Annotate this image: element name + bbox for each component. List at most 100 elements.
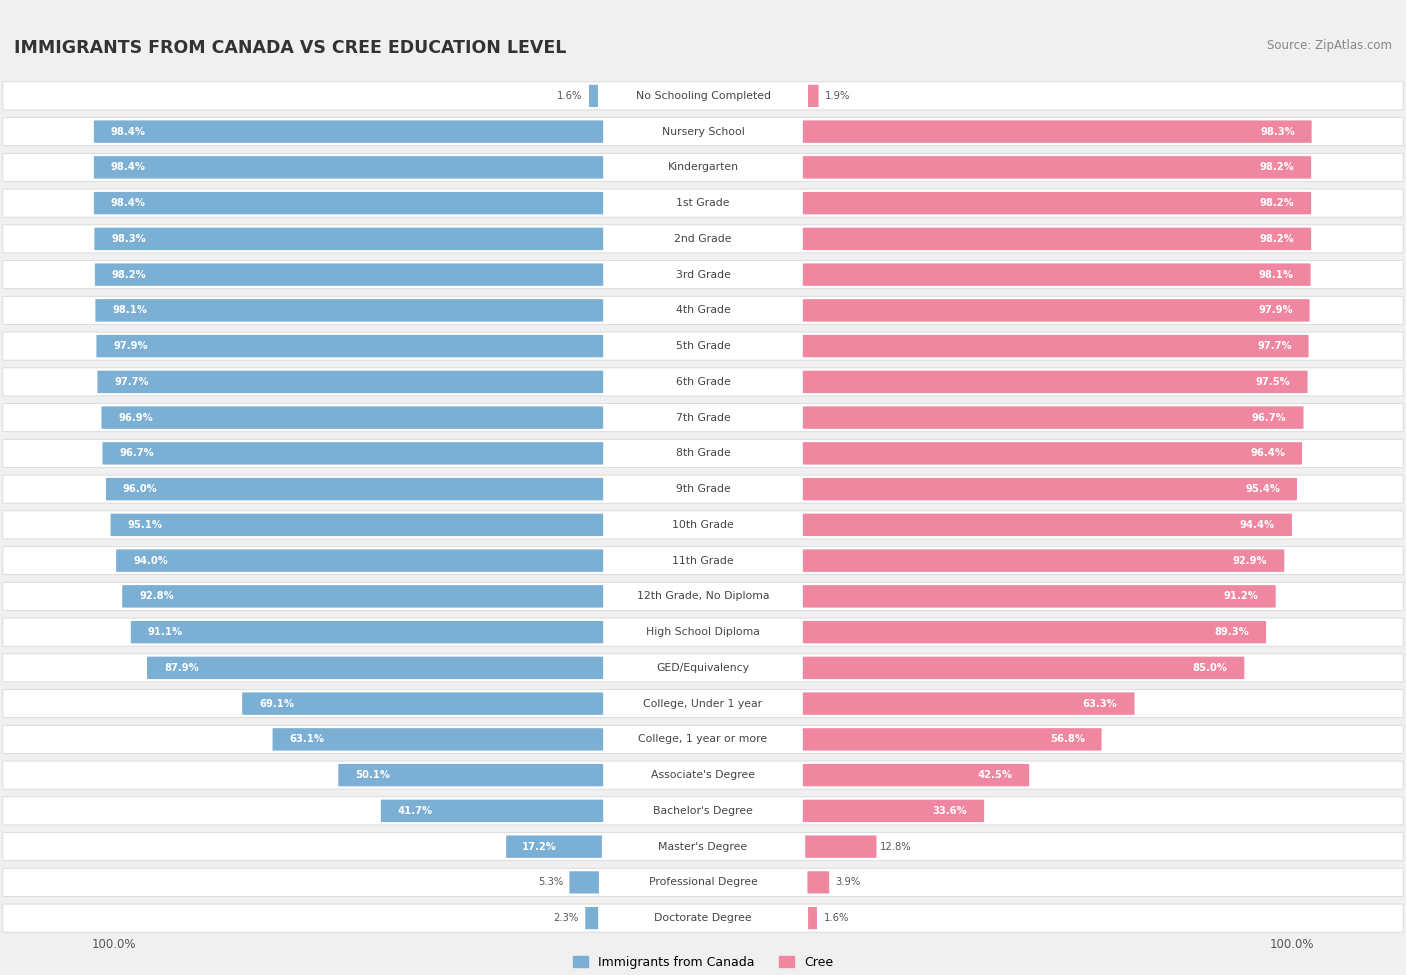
- FancyBboxPatch shape: [803, 728, 1101, 751]
- Text: 96.0%: 96.0%: [122, 485, 157, 494]
- Text: 98.4%: 98.4%: [111, 198, 146, 208]
- Text: 96.7%: 96.7%: [1251, 412, 1286, 422]
- FancyBboxPatch shape: [94, 120, 603, 143]
- FancyBboxPatch shape: [3, 618, 1403, 646]
- FancyBboxPatch shape: [506, 836, 602, 858]
- Text: 98.3%: 98.3%: [111, 234, 146, 244]
- Text: 1.9%: 1.9%: [825, 91, 851, 100]
- FancyBboxPatch shape: [803, 692, 1135, 715]
- Text: High School Diploma: High School Diploma: [647, 627, 759, 637]
- Text: 1st Grade: 1st Grade: [676, 198, 730, 208]
- FancyBboxPatch shape: [803, 334, 1309, 358]
- Text: 6th Grade: 6th Grade: [676, 377, 730, 387]
- FancyBboxPatch shape: [3, 547, 1403, 574]
- Text: 97.7%: 97.7%: [114, 377, 149, 387]
- FancyBboxPatch shape: [242, 692, 603, 715]
- Legend: Immigrants from Canada, Cree: Immigrants from Canada, Cree: [572, 956, 834, 969]
- FancyBboxPatch shape: [803, 192, 1312, 214]
- FancyBboxPatch shape: [3, 440, 1403, 467]
- FancyBboxPatch shape: [339, 763, 603, 787]
- Text: 98.2%: 98.2%: [1260, 234, 1295, 244]
- Text: 3rd Grade: 3rd Grade: [675, 270, 731, 280]
- FancyBboxPatch shape: [803, 763, 1029, 787]
- FancyBboxPatch shape: [807, 872, 830, 893]
- Text: 91.2%: 91.2%: [1225, 592, 1258, 602]
- Text: 5.3%: 5.3%: [538, 878, 564, 887]
- Text: 9th Grade: 9th Grade: [676, 485, 730, 494]
- FancyBboxPatch shape: [3, 225, 1403, 253]
- FancyBboxPatch shape: [808, 907, 817, 929]
- Text: IMMIGRANTS FROM CANADA VS CREE EDUCATION LEVEL: IMMIGRANTS FROM CANADA VS CREE EDUCATION…: [14, 39, 567, 57]
- FancyBboxPatch shape: [808, 85, 818, 107]
- FancyBboxPatch shape: [97, 370, 603, 393]
- Text: 100.0%: 100.0%: [91, 938, 136, 951]
- Text: Professional Degree: Professional Degree: [648, 878, 758, 887]
- FancyBboxPatch shape: [94, 192, 603, 214]
- Text: 69.1%: 69.1%: [259, 699, 294, 709]
- Text: 98.4%: 98.4%: [111, 127, 146, 136]
- Text: 10th Grade: 10th Grade: [672, 520, 734, 529]
- FancyBboxPatch shape: [3, 761, 1403, 789]
- Text: 2.3%: 2.3%: [554, 914, 579, 923]
- FancyBboxPatch shape: [589, 85, 598, 107]
- FancyBboxPatch shape: [803, 442, 1302, 465]
- Text: Bachelor's Degree: Bachelor's Degree: [652, 806, 754, 816]
- FancyBboxPatch shape: [3, 296, 1403, 325]
- FancyBboxPatch shape: [96, 299, 603, 322]
- Text: 97.9%: 97.9%: [114, 341, 148, 351]
- Text: Master's Degree: Master's Degree: [658, 841, 748, 851]
- Text: 8th Grade: 8th Grade: [676, 448, 730, 458]
- FancyBboxPatch shape: [94, 156, 603, 178]
- Text: 5th Grade: 5th Grade: [676, 341, 730, 351]
- Text: 95.4%: 95.4%: [1246, 485, 1279, 494]
- FancyBboxPatch shape: [803, 549, 1284, 572]
- FancyBboxPatch shape: [585, 907, 598, 929]
- Text: 63.3%: 63.3%: [1083, 699, 1118, 709]
- FancyBboxPatch shape: [3, 689, 1403, 718]
- Text: 12.8%: 12.8%: [880, 841, 912, 851]
- FancyBboxPatch shape: [3, 725, 1403, 754]
- FancyBboxPatch shape: [111, 514, 603, 536]
- Text: 41.7%: 41.7%: [398, 806, 433, 816]
- FancyBboxPatch shape: [103, 442, 603, 465]
- Text: 96.9%: 96.9%: [118, 412, 153, 422]
- FancyBboxPatch shape: [3, 368, 1403, 396]
- Text: 17.2%: 17.2%: [522, 841, 557, 851]
- Text: 4th Grade: 4th Grade: [676, 305, 730, 315]
- FancyBboxPatch shape: [101, 407, 603, 429]
- FancyBboxPatch shape: [803, 263, 1310, 286]
- Text: 96.7%: 96.7%: [120, 448, 155, 458]
- FancyBboxPatch shape: [3, 260, 1403, 289]
- Text: 95.1%: 95.1%: [128, 520, 163, 529]
- FancyBboxPatch shape: [122, 585, 603, 607]
- Text: 98.2%: 98.2%: [1260, 163, 1295, 173]
- Text: 97.5%: 97.5%: [1256, 377, 1291, 387]
- Text: Associate's Degree: Associate's Degree: [651, 770, 755, 780]
- FancyBboxPatch shape: [806, 836, 876, 858]
- Text: 98.1%: 98.1%: [1258, 270, 1294, 280]
- FancyBboxPatch shape: [803, 299, 1309, 322]
- FancyBboxPatch shape: [3, 332, 1403, 360]
- Text: 98.2%: 98.2%: [1260, 198, 1295, 208]
- FancyBboxPatch shape: [94, 227, 603, 251]
- Text: Kindergarten: Kindergarten: [668, 163, 738, 173]
- Text: 98.3%: 98.3%: [1260, 127, 1295, 136]
- FancyBboxPatch shape: [803, 656, 1244, 680]
- FancyBboxPatch shape: [3, 511, 1403, 539]
- Text: 33.6%: 33.6%: [932, 806, 967, 816]
- FancyBboxPatch shape: [3, 869, 1403, 896]
- FancyBboxPatch shape: [3, 654, 1403, 682]
- FancyBboxPatch shape: [97, 334, 603, 358]
- FancyBboxPatch shape: [273, 728, 603, 751]
- FancyBboxPatch shape: [3, 189, 1403, 217]
- Text: 97.7%: 97.7%: [1257, 341, 1292, 351]
- Text: 98.2%: 98.2%: [111, 270, 146, 280]
- Text: Doctorate Degree: Doctorate Degree: [654, 914, 752, 923]
- Text: 50.1%: 50.1%: [356, 770, 391, 780]
- FancyBboxPatch shape: [3, 797, 1403, 825]
- Text: 100.0%: 100.0%: [1270, 938, 1315, 951]
- Text: 98.1%: 98.1%: [112, 305, 148, 315]
- FancyBboxPatch shape: [803, 514, 1292, 536]
- Text: 11th Grade: 11th Grade: [672, 556, 734, 566]
- FancyBboxPatch shape: [3, 82, 1403, 110]
